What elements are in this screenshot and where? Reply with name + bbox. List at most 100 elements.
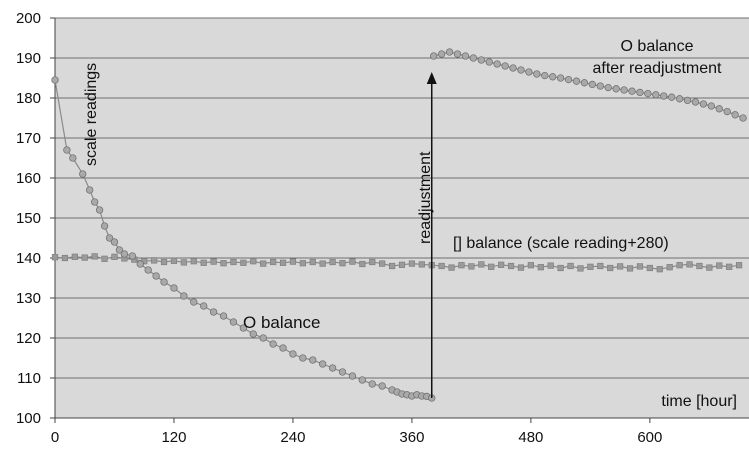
series-0-point-35 <box>398 261 406 268</box>
y-tick-label-140: 140 <box>16 250 41 267</box>
series-2-point-18 <box>572 77 581 85</box>
series-0-point-63 <box>676 262 683 269</box>
series-0-point-69 <box>735 262 743 269</box>
series-1-point-1 <box>63 146 71 154</box>
series-2-point-15 <box>549 73 557 81</box>
series-2-point-3 <box>453 50 462 58</box>
series-1-point-5 <box>91 198 99 206</box>
series-0-point-15 <box>200 259 207 266</box>
gridlines <box>55 17 749 419</box>
series-1-point-6 <box>95 206 104 214</box>
series-0-point-54 <box>587 263 594 270</box>
series-0-point-56 <box>607 264 614 272</box>
y-tick-label-170: 170 <box>16 130 41 147</box>
series-0-point-13 <box>180 259 187 266</box>
series-0-point-3 <box>81 254 88 261</box>
series-0-point-5 <box>101 255 108 262</box>
series-2-point-35 <box>707 102 715 110</box>
y-tick-label-130: 130 <box>16 290 41 307</box>
series-2-point-33 <box>691 98 700 106</box>
series-2-point-28 <box>652 91 660 99</box>
series-0-point-31 <box>359 260 366 268</box>
series-0-point-49 <box>537 264 544 271</box>
series-2 <box>430 48 747 122</box>
y-tick-labels: 100 110 120 130 140 150 160 170 180 190 200 <box>16 10 41 427</box>
series-1-point-12 <box>128 252 136 260</box>
series-1-point-34 <box>338 368 347 376</box>
series-2-point-32 <box>683 96 692 105</box>
series-0-point-68 <box>726 263 733 270</box>
arrow-head <box>426 72 437 84</box>
series-2-point-2 <box>445 48 454 56</box>
series-0-point-51 <box>557 264 564 272</box>
series-0-point-33 <box>379 260 386 267</box>
y-tick-label-180: 180 <box>16 90 41 107</box>
series-0-point-55 <box>597 262 604 270</box>
series-0-point-44 <box>488 263 495 270</box>
series-2-point-7 <box>485 58 493 66</box>
series-0-point-23 <box>279 259 287 266</box>
series-1-point-20 <box>200 302 208 310</box>
series-1-point-28 <box>279 344 287 352</box>
series-2-point-1 <box>438 50 446 58</box>
series-0-point-60 <box>646 264 653 272</box>
y-tick-label-190: 190 <box>16 50 41 67</box>
series-0-point-58 <box>626 265 634 272</box>
series-0-point-25 <box>299 260 306 267</box>
series-1-point-16 <box>160 278 168 286</box>
series-0-point-36 <box>408 260 416 267</box>
x-tick-label-600: 600 <box>637 429 662 446</box>
series-1-point-0 <box>51 76 59 84</box>
y-tick-label-100: 100 <box>16 410 41 427</box>
series-1-point-7 <box>100 222 109 230</box>
series-2-point-19 <box>580 79 589 87</box>
series-2-point-16 <box>556 74 565 82</box>
series-2-point-34 <box>699 100 708 108</box>
series-1-point-23 <box>229 318 238 326</box>
series-0-point-47 <box>517 264 525 271</box>
series-0-point-26 <box>309 258 316 266</box>
series-2-point-30 <box>668 93 676 101</box>
series-0-point-52 <box>567 262 574 270</box>
series-0-point-39 <box>438 262 445 270</box>
series-1-point-26 <box>259 334 267 342</box>
series-0-point-27 <box>319 260 326 267</box>
series-1-point-35 <box>348 372 357 380</box>
series-0-point-32 <box>369 258 376 266</box>
series-0-point-67 <box>716 262 723 269</box>
series-1-point-32 <box>319 360 327 368</box>
series-2-point-6 <box>477 56 485 64</box>
series-0-point-43 <box>478 261 485 268</box>
series-0-point-61 <box>656 266 663 273</box>
series-2-point-20 <box>588 80 597 89</box>
series-0-point-37 <box>418 261 425 268</box>
series-0-point-14 <box>190 258 197 265</box>
series-0-point-0 <box>51 254 59 261</box>
series-0-point-45 <box>498 261 505 268</box>
series-1-point-37 <box>368 380 376 388</box>
series-0-point-6 <box>111 253 118 260</box>
y-tick-label-120: 120 <box>16 330 41 347</box>
series-0-point-46 <box>507 262 515 270</box>
series-2-point-21 <box>596 82 604 90</box>
annotation-o-balance-after-line2: after readjustment <box>593 60 723 77</box>
series-1-point-2 <box>69 154 77 162</box>
series-0-point-24 <box>289 258 297 265</box>
series-2-point-14 <box>541 71 549 80</box>
series-0-point-2 <box>71 253 78 260</box>
series-1-point-29 <box>289 350 297 358</box>
series-0-point-59 <box>636 263 644 270</box>
annotation-square-balance: [] balance (scale reading+280) <box>453 235 669 252</box>
series-2-point-22 <box>604 83 612 92</box>
x-axis-label: time [hour] <box>661 393 737 410</box>
series-0-point-40 <box>448 264 455 271</box>
series-1-point-14 <box>144 266 152 274</box>
y-tick-label-200: 200 <box>16 10 41 27</box>
series-0-point-42 <box>468 263 475 270</box>
y-tick-label-150: 150 <box>16 210 41 227</box>
series-1-point-22 <box>219 312 228 320</box>
series-2-point-25 <box>628 87 636 95</box>
series-0-point-29 <box>339 260 346 267</box>
series-0-point-16 <box>210 258 217 265</box>
